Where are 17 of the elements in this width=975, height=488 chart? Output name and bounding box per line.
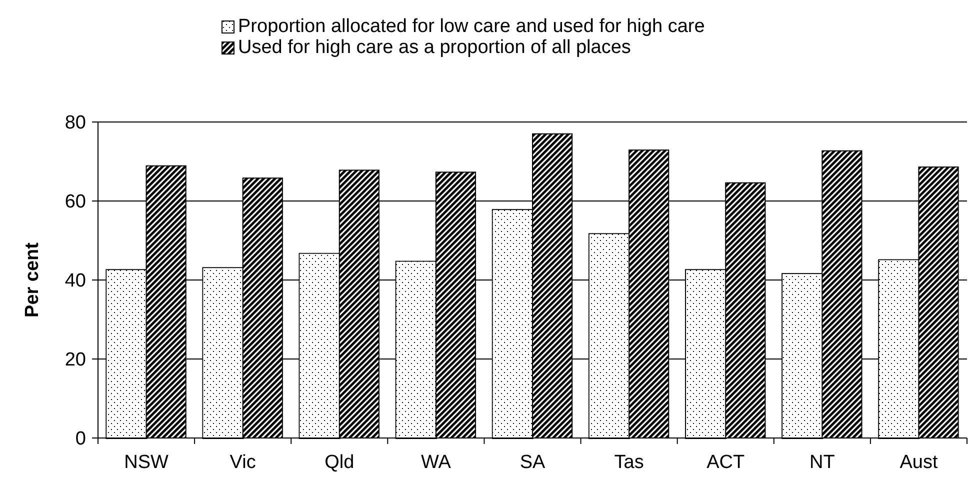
y-tick-label: 60 xyxy=(64,192,86,213)
x-tick-label: Qld xyxy=(324,452,354,473)
y-tick-label: 80 xyxy=(64,112,86,134)
y-tick-label: 0 xyxy=(75,428,86,450)
legend-label: Proportion allocated for low care and used for high care xyxy=(238,16,705,37)
x-tick-label: WA xyxy=(420,452,452,473)
x-tick-label: ACT xyxy=(706,452,746,473)
y-axis-title: Per cent xyxy=(22,242,43,318)
y-tick-label: 40 xyxy=(64,270,86,292)
x-tick-label: NT xyxy=(810,452,836,473)
legend-label: Used for high care as a proportion of all places xyxy=(238,37,631,58)
x-tick-label: Vic xyxy=(230,452,256,473)
x-tick-label: SA xyxy=(520,452,546,473)
y-tick-label: 20 xyxy=(64,350,86,371)
x-tick-label: Tas xyxy=(614,452,644,473)
x-tick-label: NSW xyxy=(124,452,169,473)
x-tick-label: Aust xyxy=(900,452,938,473)
